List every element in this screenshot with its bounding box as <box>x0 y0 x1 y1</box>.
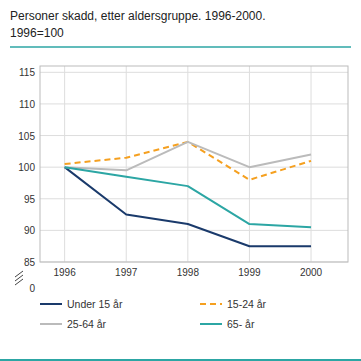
grid-line-y <box>40 135 348 136</box>
x-tick-label: 2000 <box>300 267 323 278</box>
title: Personer skadd, etter aldersgruppe. 1996… <box>10 9 266 23</box>
separator <box>10 46 351 48</box>
y-tick-label: 95 <box>24 194 36 205</box>
legend-label: 65- år <box>227 318 255 330</box>
legend-label: 25-64 år <box>67 318 107 330</box>
legend-swatch <box>200 303 222 305</box>
grid-line-y <box>40 230 348 231</box>
grid-line-x <box>249 66 250 262</box>
legend-label: Under 15 år <box>67 298 123 310</box>
axis-break <box>15 271 23 285</box>
axis-break-mark <box>15 279 23 285</box>
chart: Personer skadd, etter aldersgruppe. 1996… <box>0 0 361 361</box>
grid-line-y <box>40 103 348 104</box>
y-tick-label: 100 <box>18 162 35 173</box>
series-line <box>65 142 311 170</box>
x-tick-label: 1998 <box>177 267 200 278</box>
y-tick-label: 115 <box>19 67 35 78</box>
series-line <box>65 142 311 180</box>
legend-label: 15-24 år <box>227 298 267 310</box>
grid-line-x <box>126 66 127 262</box>
legend-swatch <box>40 303 62 305</box>
x-tick-label: 1999 <box>238 267 261 278</box>
plot-frame <box>40 66 348 262</box>
legend-swatch <box>200 323 222 325</box>
grid-line-x <box>311 66 312 262</box>
y-tick-label: 85 <box>24 257 36 268</box>
grid-line-y <box>40 72 348 73</box>
grid <box>40 66 348 262</box>
series-line <box>65 167 311 227</box>
background <box>0 0 361 361</box>
legend: Under 15 år 15-24 år 25-64 år 65- år <box>40 298 267 330</box>
grid-line-x <box>187 66 188 262</box>
y-tick-label: 105 <box>18 131 35 142</box>
legend-swatch <box>40 323 62 325</box>
subtitle: 1996=100 <box>10 26 64 40</box>
lines <box>65 142 311 246</box>
axis-break-label: 0 <box>29 283 35 294</box>
grid-line-y <box>40 198 348 199</box>
bottom-rule <box>0 359 361 361</box>
y-tick-label: 90 <box>24 225 36 236</box>
y-tick-label: 110 <box>19 99 35 110</box>
x-tick-label: 1997 <box>115 267 138 278</box>
x-tick-label: 1996 <box>54 267 77 278</box>
series-line <box>65 167 311 246</box>
